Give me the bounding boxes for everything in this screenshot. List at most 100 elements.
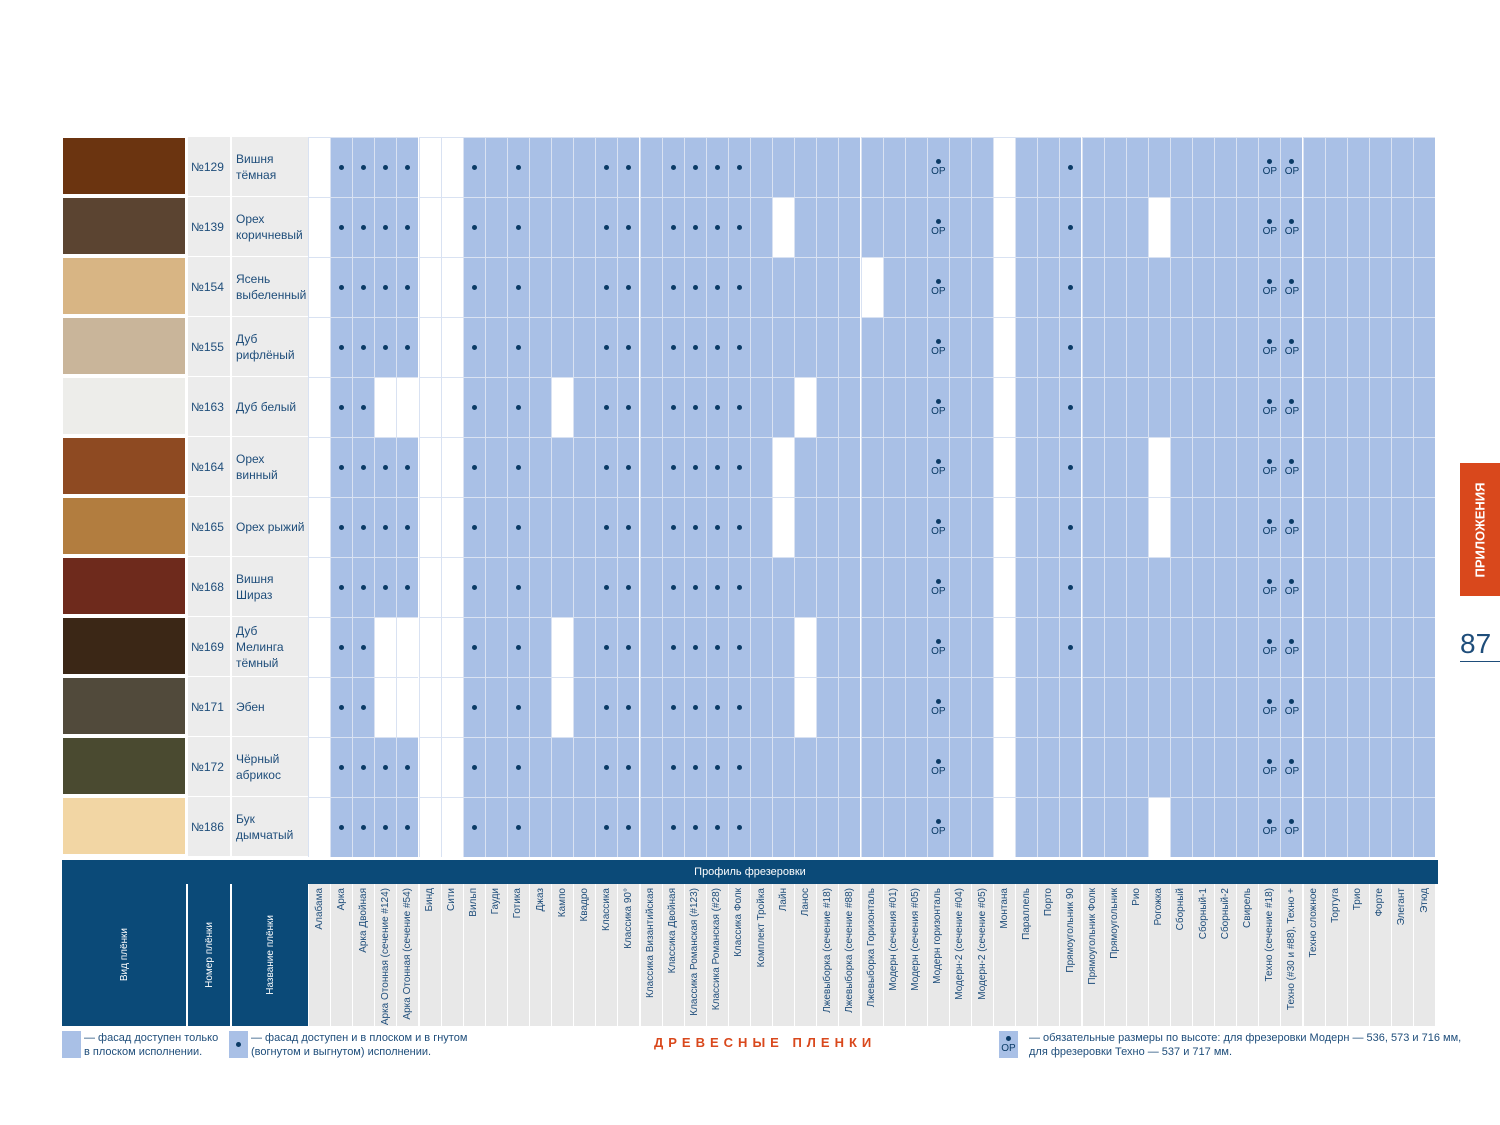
dot-icon [471,465,477,470]
profile-name: Классика Романская (#28) [711,888,723,1011]
availability-cell [1390,557,1413,617]
dot-icon [471,705,477,710]
availability-cell [330,437,353,497]
dot-icon [714,585,720,590]
availability-cell [772,557,795,617]
or-label: ОР [931,765,946,777]
availability-cell [484,797,507,857]
dot-icon [626,645,632,650]
profile-column-header: Прямоугольник [1103,884,1126,1026]
availability-cell [750,737,773,797]
availability-cell [971,317,994,377]
availability-cell [727,617,750,677]
dot-icon [692,465,698,470]
availability-cell [1390,377,1413,437]
availability-cell [683,737,706,797]
availability-cell [1192,497,1215,557]
dot-mark [663,738,684,797]
availability-cell [617,437,640,497]
availability-cell [440,137,463,197]
dot-or-mark: ОР [1281,138,1302,197]
dot-icon [1267,458,1273,464]
dot-icon [670,405,676,410]
availability-cell [705,197,728,257]
film-name: Орех рыжий [232,497,308,556]
profile-column-header: Элегант [1390,884,1413,1026]
availability-cell [1125,257,1148,317]
availability-cell [1214,677,1237,737]
dot-mark [663,198,684,257]
dot-mark [397,738,418,797]
availability-cell [617,317,640,377]
dot-icon [1006,1035,1011,1041]
availability-cell [639,677,662,737]
profile-name: Лжевыборка Горизонталь [866,888,878,1008]
availability-cell [838,797,861,857]
availability-cell [1169,797,1192,857]
availability-cell [440,617,463,677]
film-name: Дуб рифлёный [232,317,308,376]
availability-cell [683,497,706,557]
availability-cell [1368,437,1391,497]
dot-or-mark: ОР [1281,498,1302,557]
availability-cell [727,377,750,437]
availability-cell [396,437,419,497]
dot-icon [1289,698,1295,704]
availability-cell [551,137,574,197]
or-label: ОР [931,345,946,357]
availability-cell [1324,317,1347,377]
dot-icon [515,585,521,590]
dot-icon [471,825,477,830]
profile-name: Арка Отонная (сечение #124) [379,888,391,1026]
dot-mark [508,318,529,377]
availability-cell [639,497,662,557]
dot-mark [685,558,706,617]
dot-mark [685,378,706,437]
availability-cell [971,797,994,857]
dot-icon [626,465,632,470]
availability-cell [838,137,861,197]
profile-name: Параллель [1020,888,1032,940]
dot-icon [515,525,521,530]
availability-cell [418,497,441,557]
availability-cell [705,437,728,497]
availability-cell [993,737,1016,797]
dot-icon [935,398,941,404]
dot-icon [736,765,742,770]
availability-cell [374,617,397,677]
availability-cell [1103,557,1126,617]
or-label: ОР [1284,705,1300,717]
profile-column-header: Сборный-1 [1192,884,1215,1026]
dot-mark [464,618,485,677]
availability-cell [661,497,684,557]
profile-name: Кампо [556,888,568,918]
availability-cell [1390,197,1413,257]
availability-cell [308,617,331,677]
availability-cell [551,197,574,257]
dot-mark [707,678,728,737]
or-label: ОР [1262,645,1278,657]
availability-cell [440,437,463,497]
dot-mark [707,258,728,317]
dot-icon [1068,285,1074,290]
availability-cell [440,677,463,737]
dot-mark [1060,558,1081,617]
availability-cell [1147,377,1170,437]
dot-mark [618,318,639,377]
availability-cell [1169,557,1192,617]
dot-icon [935,458,941,464]
dot-icon [1289,398,1295,404]
availability-cell [993,377,1016,437]
dot-mark [1060,258,1081,317]
availability-cell [1037,437,1060,497]
availability-cell [573,197,596,257]
dot-icon [361,225,367,230]
availability-cell [374,737,397,797]
availability-cell [484,737,507,797]
profile-column-header: Монтана [993,884,1016,1026]
availability-cell [1081,137,1104,197]
availability-cell [440,197,463,257]
film-texture-swatch [62,257,186,315]
film-name: Вишня тёмная [232,137,308,196]
availability-cell [1103,617,1126,677]
